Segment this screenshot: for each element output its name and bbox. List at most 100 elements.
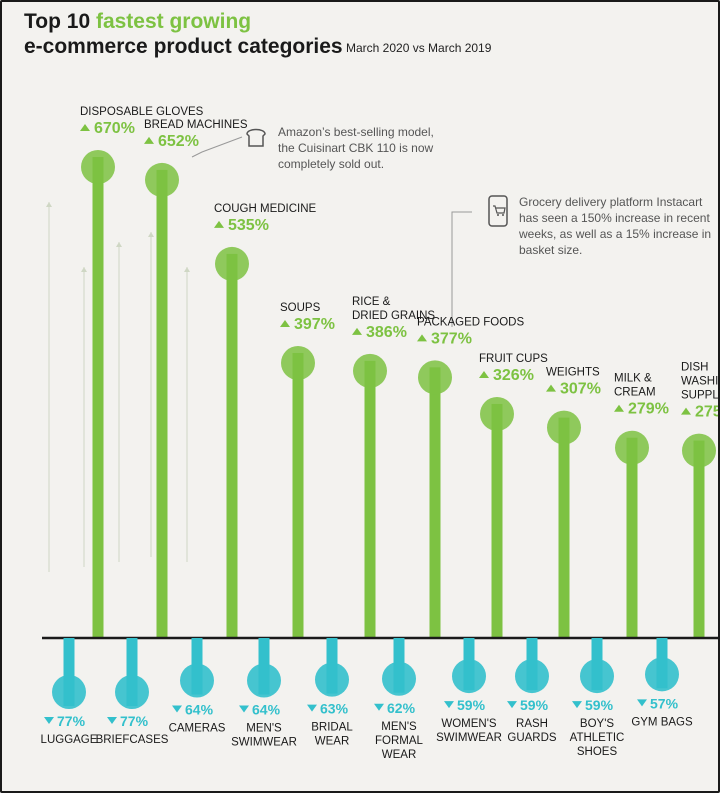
growth-bar <box>92 157 104 638</box>
category-label: DISH <box>681 362 708 374</box>
chart-subtitle: March 2020 vs March 2019 <box>346 41 492 55</box>
decline-arrow-icon <box>107 717 117 724</box>
category-label: MEN'S <box>381 721 417 733</box>
value-label: 77% <box>57 713 86 729</box>
product-marker <box>180 663 214 698</box>
product-marker <box>52 675 86 709</box>
growth-bar <box>558 417 570 638</box>
product-marker <box>580 659 614 694</box>
category-label: PACKAGED FOODS <box>417 316 524 328</box>
value-label: 397% <box>294 316 335 333</box>
decline-bar <box>126 638 138 706</box>
category-label: ATHLETIC <box>570 732 625 744</box>
value-label: 62% <box>387 700 416 716</box>
decline-arrow-icon <box>374 703 384 711</box>
product-marker <box>215 246 249 281</box>
value-label: 307% <box>560 381 601 398</box>
category-label: GUARDS <box>507 732 557 744</box>
growth-bar <box>626 437 638 638</box>
instacart-note: Grocery delivery platform Instacart has … <box>519 195 712 257</box>
growth-arrow-icon <box>614 404 624 412</box>
product-marker <box>315 662 349 697</box>
decline-arrow-icon <box>44 717 54 724</box>
category-label: BREAD MACHINES <box>144 119 248 131</box>
growth-arrow-icon <box>144 136 154 144</box>
decline-arrow-icon <box>637 699 647 707</box>
background-arrow-head <box>184 267 190 272</box>
category-label: SUPPL <box>681 390 718 402</box>
product-marker <box>418 360 452 395</box>
product-marker <box>81 150 115 184</box>
value-label: 77% <box>120 713 149 729</box>
category-label: WASHI <box>681 376 718 388</box>
value-label: 59% <box>585 697 614 713</box>
category-label: FRUIT CUPS <box>479 353 548 365</box>
growth-arrow-icon <box>546 384 556 392</box>
category-label: BOY'S <box>580 718 614 730</box>
value-label: 670% <box>94 120 135 137</box>
growth-arrow-icon <box>681 407 691 415</box>
decline-arrow-icon <box>444 701 454 709</box>
category-label: SHOES <box>577 746 618 758</box>
category-label: CREAM <box>614 387 656 399</box>
note-leader-line <box>451 211 472 327</box>
category-label: BRIEFCASES <box>96 734 169 746</box>
category-label: WOMEN'S <box>441 718 497 730</box>
title-plain: Top 10 <box>24 10 96 33</box>
category-label: SWIMWEAR <box>231 737 297 749</box>
background-arrow-head <box>81 267 87 272</box>
category-label: WEAR <box>382 749 417 761</box>
decline-arrow-icon <box>507 701 517 709</box>
phone-cart-icon <box>488 195 508 227</box>
decline-arrow-icon <box>172 705 182 713</box>
growth-arrow-icon <box>417 334 427 342</box>
growth-arrow-icon <box>352 327 362 335</box>
growth-arrow-icon <box>280 319 290 327</box>
product-marker <box>281 345 315 380</box>
product-marker <box>480 396 514 431</box>
growth-bar <box>364 360 376 638</box>
product-marker <box>247 663 281 698</box>
bread-machine-note: Amazon’s best-selling model, the Cuisina… <box>278 125 434 171</box>
decline-arrow-icon <box>239 705 249 713</box>
product-marker <box>682 433 716 468</box>
category-label: FORMAL <box>375 735 424 747</box>
product-marker <box>547 410 581 445</box>
value-label: 326% <box>493 367 534 384</box>
value-label: 386% <box>366 324 407 341</box>
product-marker <box>452 659 486 694</box>
background-arrow-head <box>116 242 122 247</box>
category-label: COUGH MEDICINE <box>214 203 317 215</box>
background-arrow-head <box>148 232 154 237</box>
product-marker <box>645 657 679 692</box>
growth-arrow-icon <box>80 124 90 131</box>
category-label: DISPOSABLE GLOVES <box>80 106 204 118</box>
value-label: 64% <box>252 702 281 718</box>
category-label: WEIGHTS <box>546 367 600 379</box>
value-label: 59% <box>520 697 549 713</box>
product-marker <box>382 661 416 696</box>
growth-bar <box>292 352 304 638</box>
growth-bar <box>491 403 503 638</box>
category-label: WEAR <box>315 736 350 748</box>
product-marker <box>115 675 149 709</box>
category-label: GYM BAGS <box>631 716 693 728</box>
value-label: 57% <box>650 695 679 711</box>
decline-bar <box>63 638 75 706</box>
category-label: SOUPS <box>280 302 321 314</box>
product-marker <box>145 162 179 197</box>
background-arrow-head <box>46 202 52 207</box>
note-leader-line <box>191 136 243 158</box>
product-marker <box>515 659 549 694</box>
growth-arrow-icon <box>479 370 489 378</box>
chart-title: Top 10 fastest growing <box>24 10 251 34</box>
category-label: BRIDAL <box>311 722 353 734</box>
title-accent: fastest growing <box>95 10 252 33</box>
value-label: 64% <box>185 702 214 718</box>
decline-arrow-icon <box>307 704 317 712</box>
value-label: 652% <box>158 133 199 150</box>
growth-bar <box>226 253 238 638</box>
value-label: 377% <box>431 330 472 347</box>
